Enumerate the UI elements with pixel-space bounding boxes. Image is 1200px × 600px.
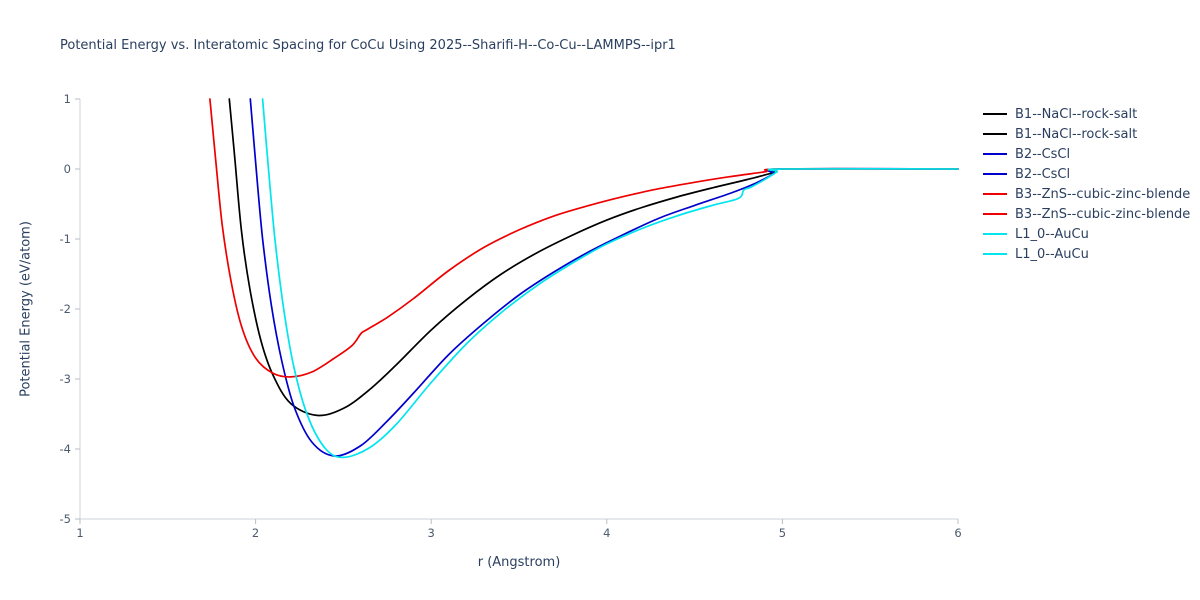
series-line-b1-nacl-rock-salt xyxy=(228,98,959,417)
x-tick-label: 1 xyxy=(76,526,83,540)
legend-label: L1_0--AuCu xyxy=(1015,246,1089,262)
legend-line-swatch xyxy=(983,232,1007,236)
y-tick-label: 1 xyxy=(64,92,71,106)
x-axis-label: r (Angstrom) xyxy=(477,555,561,570)
legend-item[interactable]: B1--NaCl--rock-salt xyxy=(983,124,1190,144)
legend-label: B2--CsCl xyxy=(1015,166,1071,182)
legend-item[interactable]: B1--NaCl--rock-salt xyxy=(983,104,1190,124)
legend-label: B1--NaCl--rock-salt xyxy=(1015,106,1138,122)
series-line-b3-zns-cubic-zinc-blende xyxy=(209,98,959,378)
legend-label: B2--CsCl xyxy=(1015,146,1071,162)
legend-line-swatch xyxy=(983,192,1007,196)
x-tick-label: 4 xyxy=(603,526,610,540)
y-axis-label: Potential Energy (eV/atom) xyxy=(18,221,34,397)
y-tick-label: -1 xyxy=(60,232,71,246)
y-tick-label: -5 xyxy=(60,512,71,526)
x-tick-label: 2 xyxy=(252,526,259,540)
legend-item[interactable]: L1_0--AuCu xyxy=(983,244,1190,264)
legend-line-swatch xyxy=(983,112,1007,116)
x-tick-label: 6 xyxy=(954,526,961,540)
legend-item[interactable]: B3--ZnS--cubic-zinc-blende xyxy=(983,204,1190,224)
x-tick-label: 3 xyxy=(428,526,435,540)
legend-line-swatch xyxy=(983,132,1007,136)
legend: B1--NaCl--rock-salt B1--NaCl--rock-salt B2… xyxy=(983,104,1190,264)
y-tick-label: -2 xyxy=(60,302,71,316)
chart-title: Potential Energy vs. Interatomic Spacing… xyxy=(60,38,676,53)
x-tick-label: 5 xyxy=(779,526,786,540)
y-tick-label: 0 xyxy=(64,162,71,176)
legend-line-swatch xyxy=(983,212,1007,216)
legend-item[interactable]: B3--ZnS--cubic-zinc-blende xyxy=(983,184,1190,204)
legend-line-swatch xyxy=(983,152,1007,156)
legend-label: B3--ZnS--cubic-zinc-blende xyxy=(1015,206,1191,222)
legend-item[interactable]: L1_0--AuCu xyxy=(983,224,1190,244)
series-line-l1-0-aucu xyxy=(261,98,959,459)
legend-label: L1_0--AuCu xyxy=(1015,226,1089,242)
legend-line-swatch xyxy=(983,252,1007,256)
legend-label: B1--NaCl--rock-salt xyxy=(1015,126,1138,142)
legend-item[interactable]: B2--CsCl xyxy=(983,164,1190,184)
legend-line-swatch xyxy=(983,172,1007,176)
series-line-b2-cscl xyxy=(249,98,959,457)
y-tick-label: -4 xyxy=(60,442,71,456)
legend-label: B3--ZnS--cubic-zinc-blende xyxy=(1015,186,1191,202)
legend-item[interactable]: B2--CsCl xyxy=(983,144,1190,164)
y-tick-label: -3 xyxy=(60,372,71,386)
